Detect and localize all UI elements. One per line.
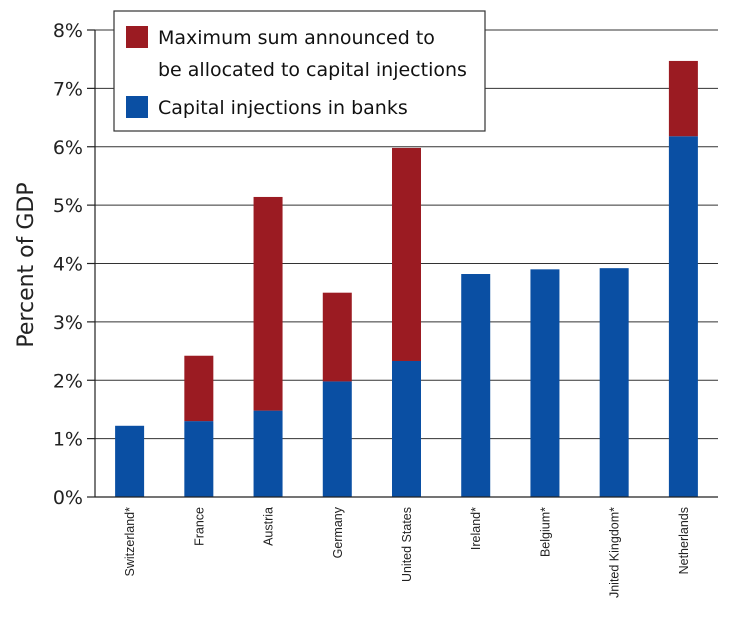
legend-label-capital-injections: Capital injections in banks: [158, 97, 408, 119]
y-tick-label: 4%: [53, 254, 83, 276]
bar-maximum-sum-2: [253, 196, 283, 411]
x-category-label: Germany: [331, 506, 345, 558]
bar-maximum-sum-3: [322, 292, 352, 382]
bar-capital-injections-1: [184, 421, 214, 497]
bar-capital-injections-4: [392, 360, 421, 497]
bar-maximum-sum-8: [668, 60, 698, 137]
bar-capital-injections-0: [115, 425, 145, 497]
bar-capital-injections-6: [530, 269, 560, 497]
x-category-label: France: [192, 507, 206, 546]
x-category-label: Ireland*: [469, 507, 483, 550]
bar-maximum-sum-1: [184, 355, 214, 422]
legend-box: [113, 10, 486, 132]
bar-capital-injections-3: [322, 381, 352, 497]
legend-swatch-maximum-sum: [126, 26, 148, 48]
y-tick-label: 3%: [53, 312, 83, 334]
y-tick-label: 6%: [53, 137, 83, 159]
y-tick-label: 5%: [53, 195, 83, 217]
bars: [115, 60, 698, 497]
bar-capital-injections-7: [599, 268, 629, 497]
x-category-label: Belgium*: [538, 507, 552, 557]
legend-label-maximum-sum: Maximum sum announced to be allocated to …: [158, 27, 467, 81]
y-tick-label: 8%: [53, 20, 83, 42]
x-category-label: United States: [400, 507, 414, 582]
x-category-label: Switzerland*: [123, 507, 137, 577]
x-category-label: Netherlands: [677, 507, 691, 574]
x-category-label: Jnited Kingdom*: [608, 507, 622, 598]
x-axis-categories: Switzerland* France Austria Germany United S…: [123, 506, 691, 598]
bar-capital-injections-5: [461, 274, 491, 497]
y-axis-ticks: 0% 1% 2% 3% 4% 5% 6% 7% 8%: [53, 20, 95, 509]
y-tick-label: 1%: [53, 429, 83, 451]
legend: Maximum sum announced to be allocated to …: [113, 10, 486, 132]
bar-maximum-sum-4: [392, 147, 421, 361]
bar-capital-injections-8: [668, 136, 698, 497]
y-axis-label: Percent of GDP: [14, 182, 39, 347]
x-category-label: Austria: [262, 507, 276, 546]
legend-swatch-capital-injections: [126, 96, 148, 118]
y-tick-label: 7%: [53, 78, 83, 100]
y-tick-label: 0%: [53, 487, 83, 509]
y-tick-label: 2%: [53, 370, 83, 392]
bar-capital-injections-2: [253, 410, 283, 497]
